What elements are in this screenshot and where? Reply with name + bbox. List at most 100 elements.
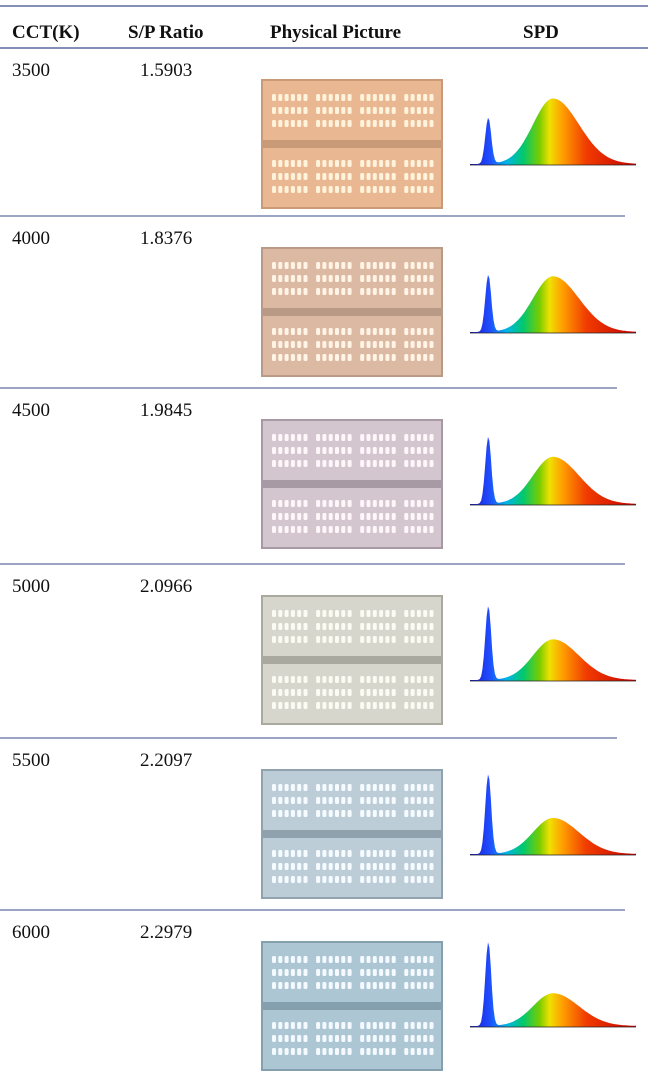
led — [341, 784, 346, 791]
led — [341, 702, 346, 709]
led — [347, 288, 352, 295]
led — [278, 460, 283, 467]
led — [379, 623, 384, 630]
led — [272, 797, 276, 804]
led — [297, 341, 302, 348]
led — [385, 636, 390, 643]
led — [372, 623, 377, 630]
led — [347, 850, 352, 857]
spd-curve — [470, 942, 636, 1027]
led — [303, 120, 308, 127]
led — [360, 623, 365, 630]
led — [360, 513, 365, 520]
led — [335, 1035, 339, 1042]
led — [372, 863, 377, 870]
led — [341, 262, 346, 269]
led — [341, 328, 346, 335]
led — [297, 354, 302, 361]
led — [284, 120, 289, 127]
led — [423, 341, 428, 348]
led — [284, 1048, 289, 1055]
led — [416, 288, 421, 295]
led — [335, 513, 339, 520]
led — [322, 969, 327, 976]
led — [303, 94, 308, 101]
led — [290, 500, 295, 507]
led — [416, 107, 421, 114]
led — [360, 982, 365, 989]
led — [316, 513, 321, 520]
led — [423, 460, 428, 467]
led — [316, 623, 321, 630]
led — [379, 513, 384, 520]
led — [341, 969, 346, 976]
led — [429, 434, 434, 441]
led — [391, 107, 396, 114]
led — [290, 94, 295, 101]
led — [290, 956, 295, 963]
led — [290, 160, 295, 167]
led — [410, 328, 415, 335]
ratio-cell: 1.5903 — [140, 60, 192, 81]
led — [328, 354, 333, 361]
led — [290, 447, 295, 454]
led — [328, 1035, 333, 1042]
cct-cell: 5500 — [12, 750, 50, 771]
led — [272, 1035, 276, 1042]
led — [379, 500, 384, 507]
led — [316, 460, 321, 467]
led — [410, 262, 415, 269]
led — [316, 689, 321, 696]
led — [322, 460, 327, 467]
led — [366, 434, 371, 441]
led — [410, 1022, 415, 1029]
led — [347, 160, 352, 167]
led — [372, 120, 377, 127]
led — [385, 982, 390, 989]
led — [360, 500, 365, 507]
led — [423, 186, 428, 193]
led — [284, 107, 289, 114]
led — [347, 810, 352, 817]
led — [416, 636, 421, 643]
led — [423, 526, 428, 533]
led — [391, 288, 396, 295]
led — [341, 810, 346, 817]
led — [404, 107, 409, 114]
led — [410, 850, 415, 857]
led — [335, 850, 339, 857]
led — [404, 500, 409, 507]
led — [366, 784, 371, 791]
led — [429, 513, 434, 520]
led — [379, 341, 384, 348]
led — [290, 1035, 295, 1042]
cct-cell: 5000 — [12, 576, 50, 597]
led — [416, 434, 421, 441]
led — [328, 160, 333, 167]
led — [284, 810, 289, 817]
led — [278, 288, 283, 295]
led — [284, 797, 289, 804]
led — [347, 186, 352, 193]
led — [278, 94, 283, 101]
led — [379, 810, 384, 817]
led — [341, 500, 346, 507]
led — [366, 341, 371, 348]
led — [404, 689, 409, 696]
led — [328, 956, 333, 963]
led — [278, 500, 283, 507]
led — [316, 810, 321, 817]
led — [360, 1022, 365, 1029]
led — [416, 797, 421, 804]
led — [416, 120, 421, 127]
led — [416, 328, 421, 335]
led — [385, 262, 390, 269]
led — [404, 784, 409, 791]
led — [385, 94, 390, 101]
led — [335, 610, 339, 617]
led — [391, 460, 396, 467]
led — [297, 107, 302, 114]
led — [284, 275, 289, 282]
led — [366, 863, 371, 870]
